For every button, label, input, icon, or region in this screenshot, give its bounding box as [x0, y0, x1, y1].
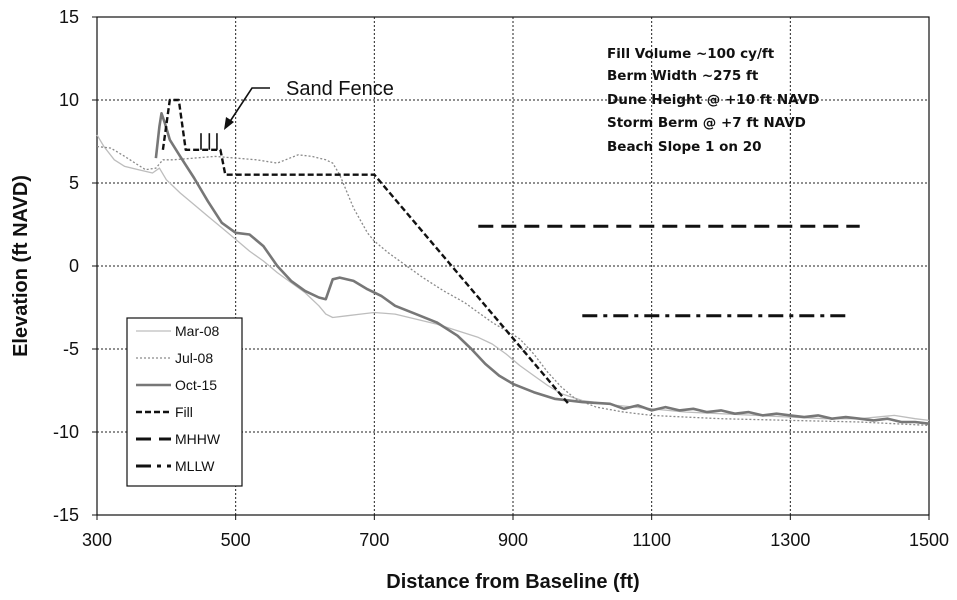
grid-lines: [97, 17, 929, 515]
y-tick-label: 15: [59, 7, 79, 27]
x-tick-label: 500: [221, 530, 251, 550]
y-tick-label: 0: [69, 256, 79, 276]
legend-label-fill: Fill: [175, 404, 193, 420]
series-line-fill: [161, 98, 570, 405]
legend-label-mllw: MLLW: [175, 458, 215, 474]
x-tick-label: 900: [498, 530, 528, 550]
note-berm-width: Berm Width ~275 ft: [607, 68, 759, 84]
legend: Mar-08 Jul-08 Oct-15 Fill MHHW MLLW: [126, 317, 243, 487]
legend-label-mhhw: MHHW: [175, 431, 221, 447]
x-tick-label: 1300: [770, 530, 810, 550]
note-storm-berm: Storm Berm @ +7 ft NAVD: [607, 115, 806, 131]
sand-fence-label: Sand Fence: [286, 78, 394, 100]
series-line-mar-08: [96, 134, 930, 422]
note-dune-height: Dune Height @ +10 ft NAVD: [607, 92, 819, 108]
y-tick-label: -5: [63, 339, 79, 359]
legend-label-jul-08: Jul-08: [175, 350, 213, 366]
x-axis-title: Distance from Baseline (ft): [386, 571, 639, 593]
y-tick-label: 5: [69, 173, 79, 193]
legend-label-oct-15: Oct-15: [175, 377, 217, 393]
series-line-jul-08: [96, 145, 930, 427]
project-notes: Fill Volume ~100 cy/ft Berm Width ~275 f…: [607, 46, 819, 155]
y-tick-label: -15: [53, 505, 79, 525]
x-tick-label: 1500: [909, 530, 949, 550]
y-tick-label: 10: [59, 90, 79, 110]
legend-box: [126, 317, 243, 487]
axes: 300 500 700 900 1100 1300 1500 -15 -10 -5 0 5 10 15: [53, 7, 949, 550]
legend-label-mar-08: Mar-08: [175, 323, 220, 339]
sand-fence-arrowhead: [224, 117, 234, 130]
x-tick-label: 300: [82, 530, 112, 550]
y-tick-label: -10: [53, 422, 79, 442]
series-layer: [96, 98, 930, 427]
sand-fence-arrow: [228, 87, 270, 124]
y-axis-title: Elevation (ft NAVD): [10, 175, 32, 357]
sand-fence-marker: [200, 133, 218, 150]
series-line-oct-15: [154, 112, 930, 425]
note-beach-slope: Beach Slope 1 on 20: [607, 139, 761, 155]
x-tick-label: 1100: [632, 530, 671, 550]
x-tick-label: 700: [359, 530, 389, 550]
note-fill-volume: Fill Volume ~100 cy/ft: [607, 46, 775, 62]
